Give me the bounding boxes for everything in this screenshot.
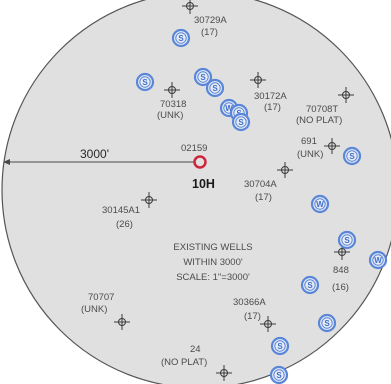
svg-text:S: S xyxy=(212,84,218,93)
well-symbol-icon xyxy=(182,0,198,14)
s-symbol-icon: S xyxy=(193,67,213,87)
well-note: (NO PLAT) xyxy=(296,115,342,126)
well-30172a[interactable]: 30172A (17) xyxy=(250,72,287,113)
well-24[interactable]: 24 (NO PLAT) xyxy=(161,344,232,381)
well-30366a[interactable]: 30366A (17) xyxy=(233,297,276,332)
well-note: (16) xyxy=(332,282,349,293)
w-symbol-icon: W xyxy=(368,250,388,270)
well-id: 691 xyxy=(301,136,317,147)
well-70708t[interactable]: 70708T (NO PLAT) xyxy=(296,87,354,126)
well-id: 848 xyxy=(333,265,349,276)
s-symbol-icon: S xyxy=(171,28,191,48)
well-note: (NO PLAT) xyxy=(161,357,207,368)
legend-line-2: WITHIN 3000' xyxy=(183,257,243,268)
well-id: 70708T xyxy=(306,104,338,115)
well-note: (UNK) xyxy=(81,304,107,315)
s-symbol-icon: S xyxy=(337,230,357,250)
well-id: 30366A xyxy=(233,297,266,308)
well-note: (26) xyxy=(116,219,133,230)
svg-text:W: W xyxy=(225,104,233,113)
radius-label: 3000' xyxy=(80,147,109,161)
svg-text:W: W xyxy=(316,200,324,209)
legend: EXISTING WELLS WITHIN 3000' SCALE: 1"=30… xyxy=(173,242,252,283)
well-note: (UNK) xyxy=(157,110,183,121)
s-symbol-icon: S xyxy=(205,78,225,98)
well-id: 30172A xyxy=(254,91,287,102)
well-70318[interactable]: 70318 (UNK) xyxy=(157,82,186,121)
svg-text:S: S xyxy=(238,118,244,127)
legend-line-1: EXISTING WELLS xyxy=(173,242,252,253)
svg-text:S: S xyxy=(307,281,313,290)
w-symbol-icon: W xyxy=(310,194,330,214)
s-symbol-icon: S xyxy=(231,112,251,132)
svg-text:S: S xyxy=(344,236,350,245)
well-30729a[interactable]: 30729A (17) xyxy=(182,0,227,38)
subject-well-name: 10H xyxy=(192,177,215,191)
svg-text:S: S xyxy=(277,342,283,351)
well-symbol-icon xyxy=(141,192,157,208)
legend-line-3: SCALE: 1"=3000' xyxy=(176,272,250,283)
well-70707[interactable]: 70707 (UNK) xyxy=(81,292,130,330)
well-id: 24 xyxy=(190,344,201,355)
s-symbol-icon: S xyxy=(342,146,362,166)
s-symbol-icon: S xyxy=(269,365,289,384)
well-note: (UNK) xyxy=(297,149,323,160)
well-symbol-icon xyxy=(164,82,180,98)
well-symbol-icon xyxy=(250,72,266,88)
svg-text:S: S xyxy=(276,371,282,380)
well-symbol-icon xyxy=(338,87,354,103)
subject-well-id: 02159 xyxy=(181,143,207,154)
well-30704a[interactable]: 30704A (17) xyxy=(244,162,293,203)
svg-text:W: W xyxy=(374,256,382,265)
well-symbol-icon xyxy=(114,314,130,330)
s-symbol-icon: S xyxy=(317,313,337,333)
svg-text:S: S xyxy=(324,319,330,328)
well-id: 30145A1 xyxy=(102,205,140,216)
well-note: (17) xyxy=(264,102,281,113)
svg-text:S: S xyxy=(200,73,206,82)
well-id: 70707 xyxy=(88,292,114,303)
subject-well-marker[interactable] xyxy=(193,155,207,169)
svg-text:S: S xyxy=(178,34,184,43)
well-symbol-icon xyxy=(277,162,293,178)
well-id: 30704A xyxy=(244,179,277,190)
s-symbol-icon: S xyxy=(300,275,320,295)
well-note: (17) xyxy=(244,311,261,322)
svg-text:S: S xyxy=(349,152,355,161)
well-id: 30729A xyxy=(194,15,227,26)
well-note: (17) xyxy=(201,27,218,38)
well-symbol-icon xyxy=(216,365,232,381)
s-symbol-icon: S xyxy=(270,336,290,356)
s-symbol-icon: S xyxy=(135,72,155,92)
well-691[interactable]: 691 (UNK) xyxy=(297,136,340,160)
well-id: 70318 xyxy=(160,99,186,110)
radius-line xyxy=(3,159,195,165)
well-symbol-icon xyxy=(324,138,340,154)
svg-text:S: S xyxy=(142,78,148,87)
well-symbol-icon xyxy=(260,316,276,332)
well-30145a1[interactable]: 30145A1 (26) xyxy=(102,192,157,230)
well-note: (17) xyxy=(255,192,272,203)
